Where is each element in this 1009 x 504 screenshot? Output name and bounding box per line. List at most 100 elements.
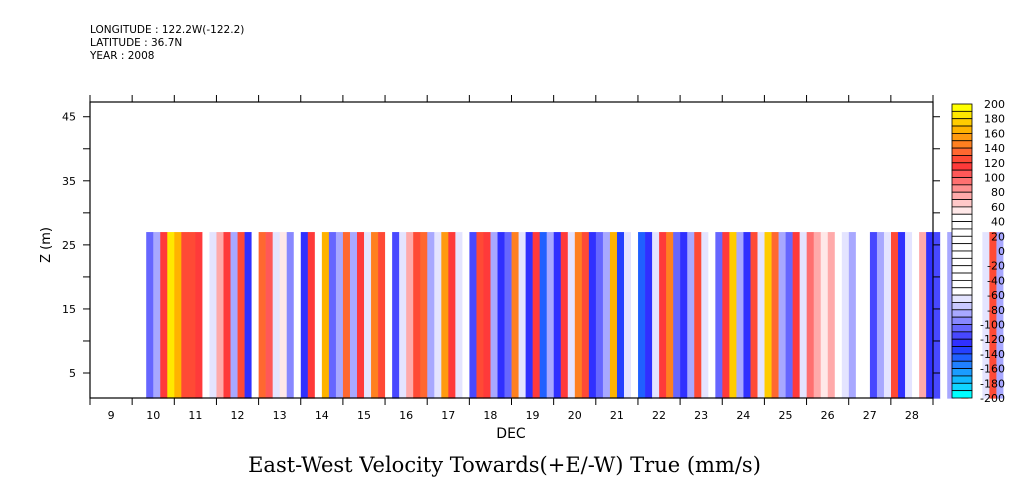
- colorbar-swatch: [951, 147, 973, 156]
- heatmap-cell: [328, 232, 337, 399]
- heatmap-cell: [905, 232, 913, 399]
- heatmap-cell: [216, 232, 224, 399]
- heatmap-cell: [427, 232, 435, 399]
- heatmap-cell: [504, 232, 512, 399]
- colorbar-swatch: [951, 353, 973, 362]
- heatmap-cell: [891, 232, 899, 399]
- x-tick-label: 20: [568, 409, 582, 422]
- heatmap-cell: [673, 232, 681, 399]
- heatmap-cell: [174, 232, 182, 399]
- y-tick-label: 35: [62, 175, 76, 188]
- heatmap-cell: [434, 232, 442, 399]
- colorbar-swatch: [951, 368, 973, 377]
- heatmap-cell: [694, 232, 702, 399]
- colorbar-swatch: [951, 221, 973, 230]
- heatmap-cell: [1003, 232, 1009, 399]
- colorbar-swatch: [951, 287, 973, 296]
- heatmap-cell: [230, 232, 238, 399]
- y-tick-label: 45: [62, 111, 76, 124]
- colorbar-label: -120: [980, 333, 1005, 346]
- x-tick-label: 25: [778, 409, 792, 422]
- heatmap-cell: [778, 232, 786, 399]
- heatmap-cell: [188, 232, 196, 399]
- heatmap-cell: [265, 232, 273, 399]
- x-tick-label: 12: [231, 409, 245, 422]
- heatmap-cell: [708, 232, 716, 399]
- longitude-label: LONGITUDE : 122.2W(-122.2): [90, 24, 245, 36]
- heatmap-cell: [532, 232, 540, 399]
- x-tick-label: 13: [273, 409, 287, 422]
- heatmap-cell: [539, 232, 548, 399]
- heatmap-cell: [146, 232, 154, 399]
- colorbar-swatch: [951, 191, 973, 200]
- heatmap-cell: [729, 232, 737, 399]
- colorbar-swatch: [951, 272, 973, 281]
- chart-title: East-West Velocity Towards(+E/-W) True (…: [248, 453, 761, 477]
- colorbar-label: 20: [991, 230, 1005, 243]
- heatmap-cell: [813, 232, 822, 399]
- colorbar-swatch: [951, 103, 973, 112]
- heatmap-cell: [476, 232, 484, 399]
- colorbar-swatch: [951, 346, 973, 355]
- heatmap-cell: [258, 232, 266, 399]
- heatmap-cell: [497, 232, 505, 399]
- colorbar-swatch: [951, 140, 973, 149]
- heatmap-cell: [356, 232, 365, 399]
- heatmap-cell: [385, 232, 393, 399]
- heatmap-cell: [237, 232, 245, 399]
- colorbar-swatch: [951, 331, 973, 340]
- heatmap-cell: [371, 232, 379, 399]
- heatmap-cell: [715, 232, 723, 399]
- y-tick-label: 15: [62, 303, 76, 316]
- heatmap-cell: [251, 232, 259, 399]
- colorbar-label: -180: [980, 377, 1005, 390]
- x-tick-label: 22: [652, 409, 666, 422]
- x-tick-label: 18: [483, 409, 497, 422]
- colorbar-swatch: [951, 110, 973, 120]
- heatmap-cell: [420, 232, 428, 399]
- heatmap-cell: [609, 232, 618, 399]
- heatmap-cell: [321, 232, 330, 399]
- x-tick-label: 23: [694, 409, 708, 422]
- heatmap-cell: [399, 232, 407, 399]
- x-tick-label: 17: [441, 409, 455, 422]
- heatmap-cell: [469, 232, 477, 399]
- colorbar-label: 100: [984, 172, 1005, 185]
- heatmap-cell: [834, 232, 843, 399]
- x-tick-label: 21: [610, 409, 624, 422]
- heatmap-cell: [680, 232, 688, 399]
- colorbar-swatch: [951, 155, 973, 164]
- colorbar-label: 40: [991, 216, 1005, 229]
- heatmap-cell: [926, 232, 934, 399]
- heatmap-cell: [898, 232, 906, 399]
- colorbar-swatch: [951, 169, 973, 178]
- heatmap-cell: [244, 232, 252, 399]
- year-label: YEAR : 2008: [90, 50, 155, 62]
- heatmap-cell: [546, 232, 555, 399]
- heatmap-cell: [947, 232, 955, 399]
- heatmap-cell: [736, 232, 744, 399]
- heatmap-cell: [785, 232, 793, 399]
- colorbar-label: -20: [987, 260, 1005, 273]
- heatmap-cell: [392, 232, 400, 399]
- heatmap-cell: [441, 232, 449, 399]
- heatmap-cell: [912, 232, 920, 399]
- heatmap-cell: [982, 232, 990, 399]
- y-tick-label: 5: [69, 367, 76, 380]
- heatmap-cell: [272, 232, 281, 399]
- colorbar-label: -100: [980, 319, 1005, 332]
- heatmap-cell: [940, 232, 948, 399]
- heatmap-cell: [743, 232, 751, 399]
- colorbar-swatch: [951, 177, 973, 186]
- heatmap-cell: [989, 232, 997, 399]
- x-tick-label: 9: [108, 409, 115, 422]
- heatmap-cell: [567, 232, 576, 399]
- heatmap-cell: [750, 232, 758, 399]
- colorbar-swatch: [951, 162, 973, 171]
- colorbar-swatch: [951, 265, 973, 274]
- x-tick-label: 19: [526, 409, 540, 422]
- heatmap-cell: [862, 232, 871, 399]
- heatmap-cell: [160, 232, 168, 399]
- heatmap-cell: [518, 232, 526, 399]
- heatmap-cell: [933, 232, 941, 399]
